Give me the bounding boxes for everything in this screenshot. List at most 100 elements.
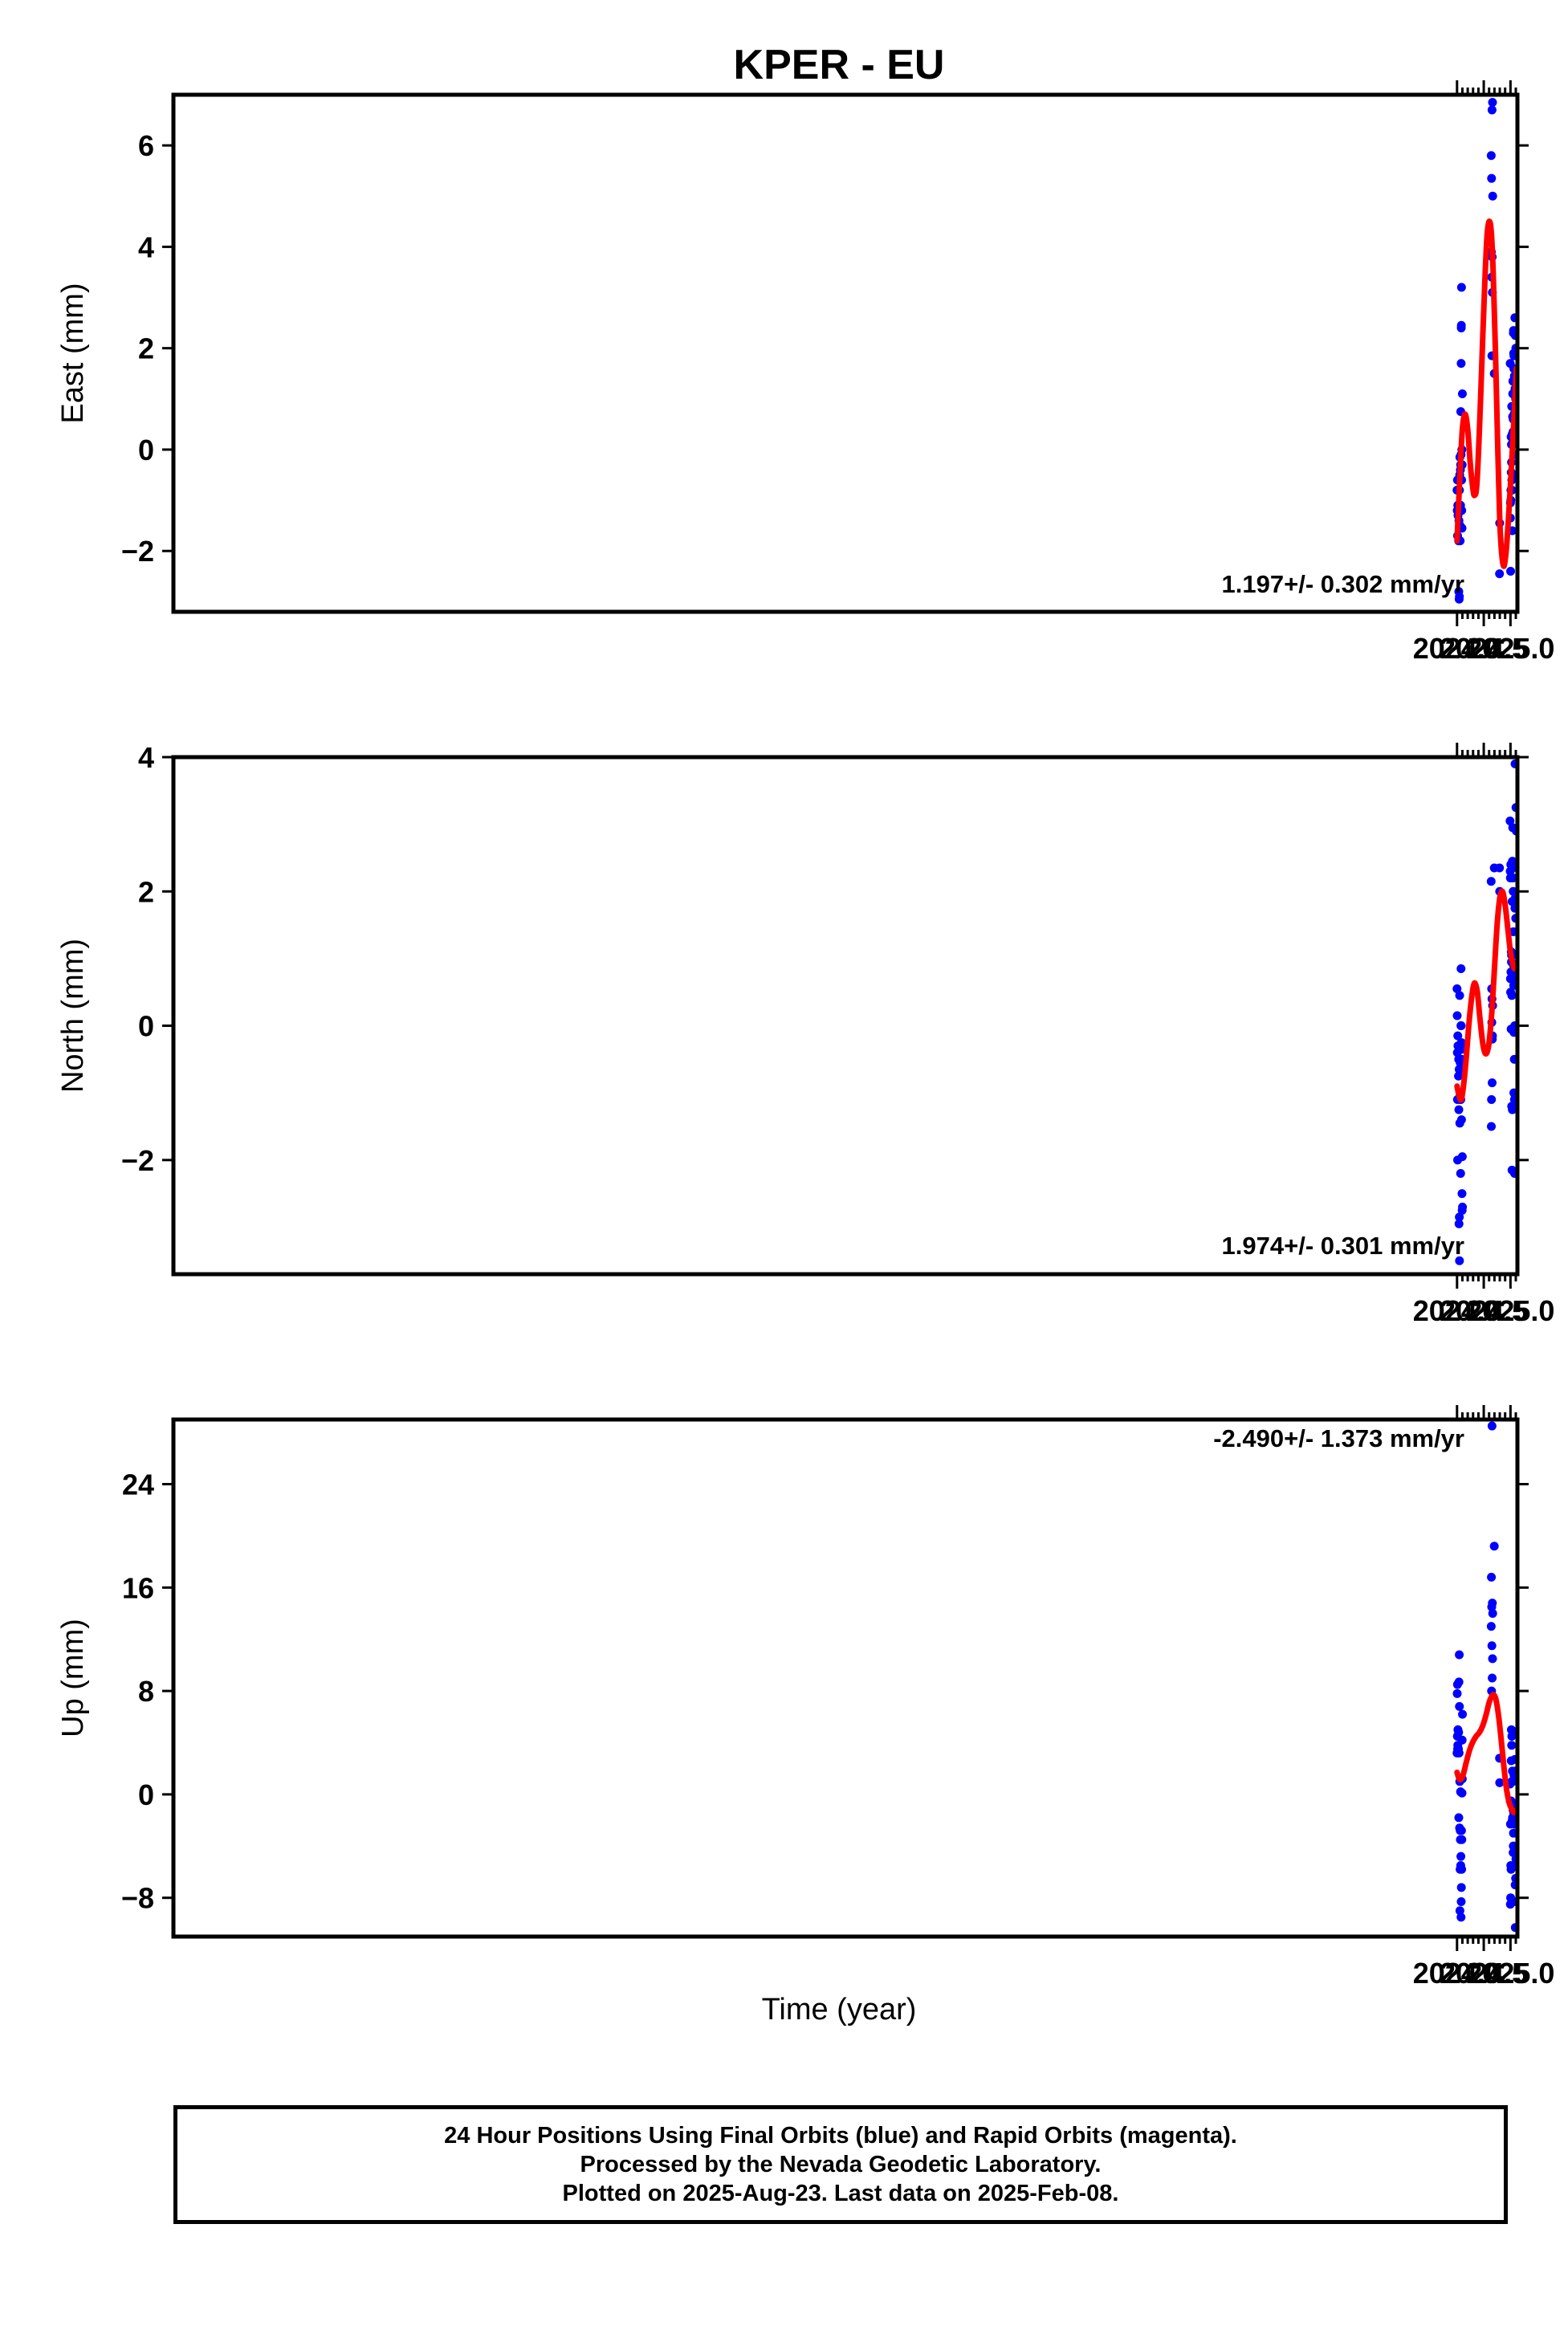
data-point (1487, 105, 1497, 115)
data-point (1495, 1778, 1505, 1787)
data-point (1457, 389, 1467, 399)
data-point (1455, 1650, 1464, 1660)
x-tick-label: 2024.0 (1413, 1957, 1501, 1990)
data-point (1456, 963, 1466, 973)
data-point (1456, 320, 1466, 330)
data-point (1455, 1701, 1464, 1711)
data-point (1457, 1735, 1467, 1745)
data-point (1508, 1726, 1517, 1736)
data-point (1489, 1542, 1499, 1551)
x-tick-label: 2024.0 (1413, 632, 1501, 665)
data-point (1509, 886, 1517, 896)
data-point (1507, 1741, 1517, 1750)
data-point (1488, 97, 1497, 107)
data-point (1454, 1219, 1464, 1228)
x-axis-label: Time (year) (762, 1993, 917, 2027)
data-point (1495, 863, 1505, 873)
data-point (1455, 1212, 1464, 1222)
data-point (1487, 1641, 1497, 1651)
y-tick-label: 2 (138, 332, 154, 365)
x-tick-label: 2024.5 (1440, 1957, 1528, 1990)
plot-frame (171, 92, 1520, 614)
data-point (1455, 991, 1464, 1000)
data-point (1452, 1011, 1462, 1020)
y-axis-label: East (mm) (56, 283, 90, 423)
rate-label: 1.974+/- 0.301 mm/yr (1222, 1232, 1464, 1260)
data-point (1508, 1105, 1517, 1114)
x-tick-label: 2024.5 (1440, 1294, 1528, 1327)
data-point (1456, 1021, 1466, 1031)
data-point (1456, 1037, 1466, 1047)
data-point (1486, 877, 1496, 886)
data-point (1454, 1813, 1464, 1823)
fit-curve (1454, 1692, 1517, 1815)
data-point (1454, 1748, 1464, 1758)
data-point (1457, 1189, 1467, 1199)
data-point (1458, 1709, 1468, 1719)
y-tick-label: 4 (138, 230, 154, 263)
data-point (1486, 151, 1496, 161)
data-point (1506, 566, 1516, 576)
data-point (1455, 1256, 1464, 1265)
data-point (1452, 1688, 1462, 1698)
y-tick-label: 4 (138, 741, 154, 774)
data-point (1457, 1864, 1467, 1874)
data-point (1488, 1673, 1497, 1683)
x-tick-label: 2024.0 (1413, 1294, 1501, 1327)
x-tick-label: 2025.0 (1466, 1294, 1554, 1327)
data-point (1456, 1897, 1466, 1907)
data-point (1488, 191, 1497, 201)
data-point (1455, 592, 1464, 601)
y-axis-label: North (mm) (56, 939, 90, 1093)
data-point (1508, 857, 1517, 866)
y-tick-label: −2 (121, 535, 154, 568)
data-point (1454, 1677, 1464, 1687)
y-tick-label: 0 (138, 1778, 154, 1811)
y-tick-label: −2 (121, 1144, 154, 1177)
data-point (1495, 569, 1505, 579)
data-point (1487, 1421, 1497, 1431)
y-tick-label: 16 (122, 1571, 154, 1604)
data-point (1509, 1828, 1517, 1838)
data-point (1452, 984, 1462, 994)
rate-label: 1.197+/- 0.302 mm/yr (1222, 570, 1464, 598)
data-point (1456, 1826, 1466, 1835)
y-axis-label: Up (mm) (56, 1619, 90, 1737)
y-tick-label: 6 (138, 129, 154, 162)
plot-frame (171, 755, 1520, 1277)
data-point (1488, 1609, 1497, 1618)
data-point (1508, 863, 1517, 873)
y-tick-label: 24 (122, 1468, 154, 1501)
y-tick-label: 8 (138, 1675, 154, 1708)
fit-curve (1454, 218, 1517, 569)
data-point (1488, 1599, 1497, 1608)
data-point (1457, 1788, 1467, 1798)
footer-line-2: Processed by the Nevada Geodetic Laborat… (580, 2152, 1102, 2177)
y-tick-label: −8 (121, 1882, 154, 1915)
footer-line-1: 24 Hour Positions Using Final Orbits (bl… (444, 2123, 1237, 2149)
data-point (1507, 991, 1517, 1000)
x-tick-label: 2025.0 (1466, 1957, 1554, 1990)
fit-curve (1454, 888, 1517, 1103)
x-tick-label: 2025.0 (1466, 632, 1554, 665)
y-tick-label: 0 (138, 1010, 154, 1043)
data-point (1486, 1622, 1496, 1631)
data-point (1456, 1851, 1466, 1861)
data-point (1453, 1031, 1463, 1041)
data-point (1488, 1654, 1497, 1664)
plot-frame (171, 1417, 1520, 1939)
data-point (1487, 1095, 1497, 1105)
data-point (1456, 1115, 1466, 1125)
y-tick-label: 0 (138, 434, 154, 466)
data-point (1505, 816, 1515, 825)
footer-box: 24 Hour Positions Using Final Orbits (bl… (173, 2105, 1508, 2224)
data-point (1456, 1912, 1466, 1922)
data-point (1488, 1078, 1497, 1088)
data-point (1456, 359, 1466, 369)
footer-line-3: Plotted on 2025-Aug-23. Last data on 202… (562, 2181, 1119, 2206)
data-point (1487, 1572, 1497, 1582)
chart-title: KPER - EU (734, 42, 945, 88)
